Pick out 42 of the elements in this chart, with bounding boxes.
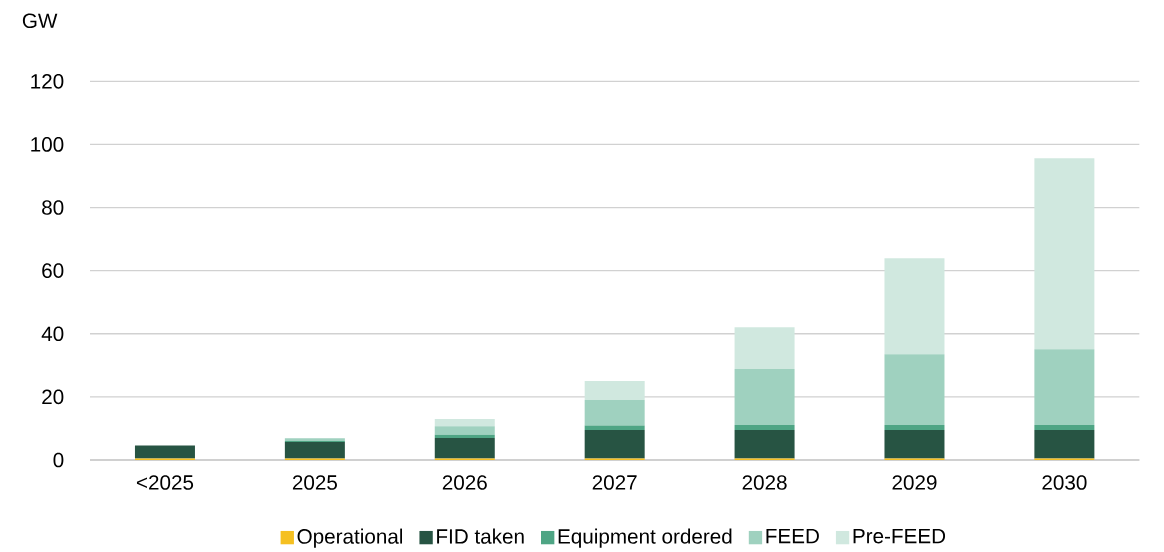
x-tick-label: 2026 xyxy=(442,475,487,490)
bar xyxy=(734,424,795,431)
bar xyxy=(584,425,645,431)
legend-label: FEED xyxy=(766,528,819,544)
bar xyxy=(1034,430,1095,459)
bar xyxy=(734,327,795,370)
legend-label: FID taken xyxy=(437,528,524,544)
bar xyxy=(434,426,495,435)
bar xyxy=(734,430,795,459)
bar xyxy=(884,354,945,425)
bar xyxy=(1034,158,1095,350)
bar xyxy=(1034,424,1095,431)
bar xyxy=(434,437,495,459)
y-tick-label: 20 xyxy=(42,389,64,405)
bar xyxy=(584,381,645,401)
bar xyxy=(284,442,345,459)
x-tick-label: 2029 xyxy=(892,475,937,490)
y-tick-label: 0 xyxy=(53,452,64,468)
y-tick-label: 60 xyxy=(42,263,64,278)
bar xyxy=(134,445,195,459)
bar xyxy=(1034,349,1095,425)
bar xyxy=(584,430,645,459)
bar xyxy=(734,369,795,425)
x-tick-label: 2027 xyxy=(592,475,637,490)
legend-label: Pre-FEED xyxy=(853,528,946,544)
legend-label: Equipment ordered xyxy=(558,528,732,548)
x-tick-label: <2025 xyxy=(136,475,194,490)
x-tick-label: 2025 xyxy=(292,475,337,490)
y-tick-label: 80 xyxy=(42,200,64,215)
bar xyxy=(884,430,945,459)
x-tick-label: 2028 xyxy=(742,475,787,490)
y-tick-label: 40 xyxy=(41,326,64,342)
bar xyxy=(884,424,945,431)
bar xyxy=(884,258,945,355)
y-axis-title: GW xyxy=(22,13,58,29)
y-tick-label: 120 xyxy=(31,74,64,89)
y-tick-label: 100 xyxy=(31,137,64,152)
bar xyxy=(434,418,495,427)
bar xyxy=(434,434,495,438)
legend-label: Operational xyxy=(297,528,403,548)
bar xyxy=(584,400,645,426)
x-tick-label: 2030 xyxy=(1042,475,1087,490)
